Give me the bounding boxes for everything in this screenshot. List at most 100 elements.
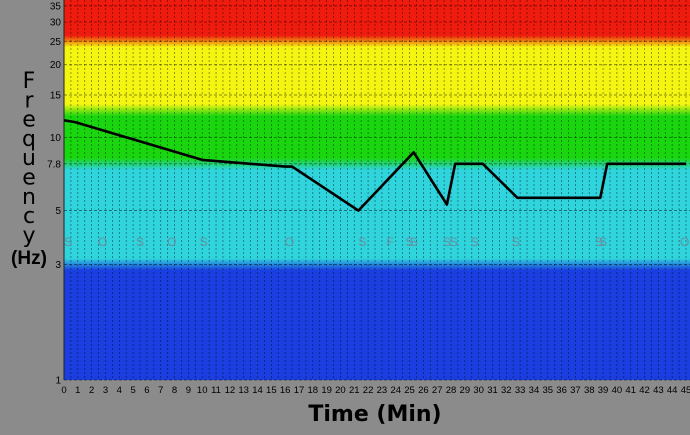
x-tick-label: 38 bbox=[584, 385, 595, 396]
event-marker: O bbox=[285, 235, 294, 249]
event-marker: O bbox=[167, 235, 176, 249]
event-marker: S bbox=[406, 235, 414, 249]
x-tick-label: 21 bbox=[349, 385, 360, 396]
y-tick-label: 30 bbox=[50, 18, 62, 29]
x-tick-label: 12 bbox=[225, 385, 236, 396]
y-axis-label-letter: q bbox=[22, 127, 36, 152]
x-tick-label: 28 bbox=[446, 385, 457, 396]
band-0 bbox=[64, 264, 690, 380]
y-axis-label-letter: e bbox=[22, 166, 36, 191]
band-2 bbox=[64, 110, 690, 164]
x-tick-label: 37 bbox=[570, 385, 581, 396]
x-tick-labels: 0 1 2 3 4 5 6 7 8 9 10 11 12 13 14 15 16 17 18 19 20 21 22 23 24… bbox=[61, 385, 690, 396]
x-tick-label: 7 bbox=[158, 385, 163, 396]
x-tick-label: 36 bbox=[556, 385, 567, 396]
x-tick-label: 27 bbox=[432, 385, 443, 396]
x-tick-label: 16 bbox=[280, 385, 291, 396]
x-tick-label: 31 bbox=[487, 385, 498, 396]
event-marker: S bbox=[599, 235, 607, 249]
event-marker: S bbox=[443, 235, 451, 249]
x-tick-label: 22 bbox=[363, 385, 374, 396]
y-axis-unit: (Hz) bbox=[11, 248, 47, 269]
x-tick-label: 8 bbox=[172, 385, 177, 396]
y-tick-label: 10 bbox=[50, 133, 62, 144]
y-tick-label: 25 bbox=[50, 37, 62, 48]
event-marker: O bbox=[98, 235, 107, 249]
series-line-0 bbox=[63, 119, 686, 212]
x-tick-label: 35 bbox=[542, 385, 553, 396]
y-tick-label: 7.8 bbox=[47, 159, 61, 170]
event-marker: S bbox=[512, 235, 520, 249]
x-tick-label: 2 bbox=[89, 385, 94, 396]
x-tick-label: 17 bbox=[294, 385, 305, 396]
y-tick-label: 35 bbox=[50, 1, 62, 12]
x-tick-label: 45 bbox=[681, 385, 690, 396]
x-tick-label: 32 bbox=[501, 385, 512, 396]
x-tick-label: 4 bbox=[117, 385, 122, 396]
event-marker: S bbox=[410, 235, 418, 249]
event-marker: S bbox=[136, 235, 144, 249]
x-tick-label: 10 bbox=[197, 385, 208, 396]
x-tick-label: 34 bbox=[529, 385, 540, 396]
x-tick-label: 19 bbox=[321, 385, 332, 396]
event-marker: S bbox=[359, 235, 367, 249]
event-marker: F bbox=[387, 235, 394, 249]
y-axis-label-letter: n bbox=[22, 185, 36, 210]
event-marker: S bbox=[200, 235, 208, 249]
x-tick-label: 44 bbox=[667, 385, 678, 396]
band-blend-2 bbox=[64, 104, 690, 117]
x-tick-label: 33 bbox=[515, 385, 526, 396]
y-tick-label: 3 bbox=[55, 260, 61, 271]
x-tick-label: 43 bbox=[653, 385, 664, 396]
band-3 bbox=[64, 41, 690, 111]
y-axis-label-letter: r bbox=[24, 88, 34, 113]
x-tick-label: 0 bbox=[61, 385, 66, 396]
y-tick-label: 15 bbox=[50, 91, 62, 102]
event-marker: O bbox=[680, 235, 689, 249]
band-4 bbox=[64, 0, 690, 42]
y-tick-label: 5 bbox=[55, 206, 61, 217]
bands-layer bbox=[64, 0, 690, 380]
event-marker: S bbox=[595, 235, 603, 249]
x-tick-label: 26 bbox=[418, 385, 429, 396]
x-tick-label: 1 bbox=[75, 385, 80, 396]
x-tick-label: 5 bbox=[130, 385, 135, 396]
x-tick-label: 6 bbox=[144, 385, 149, 396]
y-axis-label-letter: u bbox=[22, 146, 36, 171]
y-axis-label-letter: c bbox=[23, 204, 35, 229]
event-marker: S bbox=[64, 235, 72, 249]
x-tick-label: 15 bbox=[266, 385, 277, 396]
x-tick-label: 41 bbox=[625, 385, 636, 396]
band-1 bbox=[64, 163, 690, 265]
x-tick-label: 9 bbox=[186, 385, 191, 396]
markers-layer: S O S O S O S F SS SS S S SS O bbox=[64, 235, 689, 249]
x-tick-label: 42 bbox=[639, 385, 650, 396]
y-axis-label-letter: F bbox=[23, 69, 36, 94]
x-tick-label: 18 bbox=[308, 385, 319, 396]
y-axis-label-letter: y bbox=[22, 223, 35, 248]
x-axis-label: Time (Min) bbox=[308, 402, 441, 427]
x-tick-label: 23 bbox=[377, 385, 388, 396]
grid-layer bbox=[63, 0, 690, 381]
x-tick-label: 29 bbox=[460, 385, 471, 396]
x-tick-label: 25 bbox=[404, 385, 415, 396]
x-tick-label: 13 bbox=[238, 385, 249, 396]
event-marker: S bbox=[471, 235, 479, 249]
event-marker: S bbox=[450, 235, 458, 249]
x-tick-label: 39 bbox=[598, 385, 609, 396]
y-axis-label-letter: e bbox=[22, 108, 36, 133]
x-tick-label: 3 bbox=[103, 385, 108, 396]
series-layer bbox=[63, 119, 686, 212]
x-tick-label: 11 bbox=[211, 385, 221, 396]
y-tick-label: 1 bbox=[55, 376, 61, 387]
x-tick-label: 20 bbox=[335, 385, 346, 396]
x-tick-label: 24 bbox=[390, 385, 401, 396]
y-tick-label: 20 bbox=[50, 60, 62, 71]
x-tick-label: 14 bbox=[252, 385, 263, 396]
x-tick-label: 30 bbox=[473, 385, 484, 396]
x-tick-label: 40 bbox=[612, 385, 623, 396]
